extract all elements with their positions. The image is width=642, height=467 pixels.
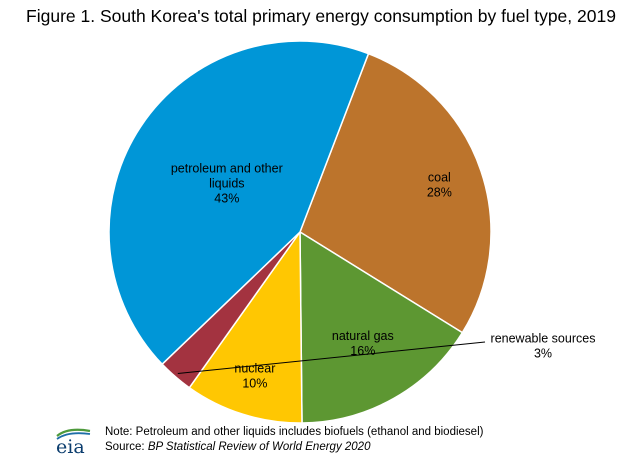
leader-line-renewable-sources bbox=[177, 341, 486, 375]
slice-name-label: natural gas bbox=[332, 329, 394, 343]
slice-value-label: 28% bbox=[427, 186, 452, 200]
slice-name-label: coal bbox=[428, 171, 451, 185]
pie-slice-petroleum-and-other-liquids bbox=[108, 40, 370, 365]
source-title: BP Statistical Review of World Energy 20… bbox=[147, 441, 371, 453]
slice-value-label: 43% bbox=[214, 191, 239, 205]
slice-value-label: 16% bbox=[350, 344, 375, 358]
pie-labels: coal 28% natural gas 16% nuclear 10% renewable… bbox=[171, 161, 596, 390]
pie-slice-nuclear bbox=[188, 231, 303, 424]
pie-slices bbox=[108, 40, 492, 424]
footnote: Note: Petroleum and other liquids includ… bbox=[105, 425, 483, 455]
source-line: Source: BP Statistical Review of World E… bbox=[105, 440, 483, 455]
slice-name-label: petroleum and other bbox=[171, 161, 283, 175]
pie-slice-natural-gas bbox=[299, 231, 464, 424]
chart-title: Figure 1. South Korea's total primary en… bbox=[26, 6, 616, 26]
slice-value-label: 3% bbox=[534, 347, 552, 361]
slice-value-label: 10% bbox=[242, 376, 267, 390]
slice-label-coal: coal 28% bbox=[427, 171, 452, 200]
slice-name-label: liquids bbox=[209, 176, 244, 190]
pie-slice-coal bbox=[299, 52, 492, 334]
slice-label-renewable-sources: renewable sources 3% bbox=[491, 332, 596, 361]
slice-label-natural-gas: natural gas 16% bbox=[332, 329, 394, 358]
slice-label-petroleum-and-other-liquids: petroleum and other liquids 43% bbox=[171, 161, 283, 205]
eia-logo-text: eia bbox=[56, 436, 85, 456]
source-prefix: Source: bbox=[105, 441, 148, 453]
slice-name-label: renewable sources bbox=[491, 332, 596, 346]
note-text: Note: Petroleum and other liquids includ… bbox=[105, 426, 484, 438]
slice-name-label: nuclear bbox=[234, 361, 275, 375]
eia-logo: eia bbox=[54, 426, 94, 461]
